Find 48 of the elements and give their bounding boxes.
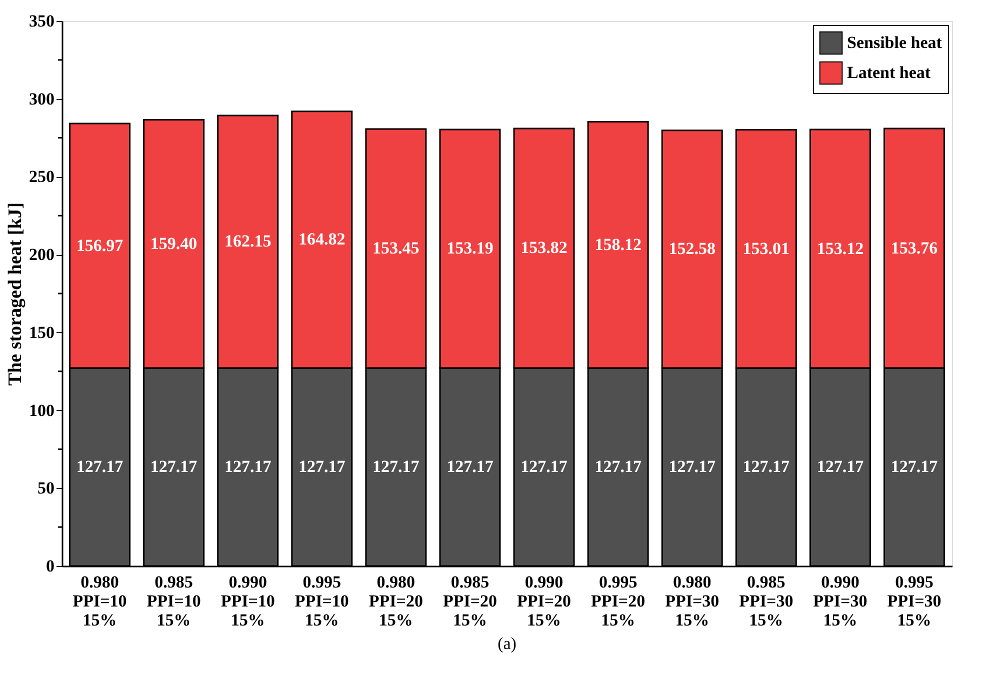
data-label: 162.15 — [224, 232, 272, 251]
x-tick-label: 0.980 PPI=20 15% — [368, 572, 423, 630]
data-label: 127.17 — [150, 456, 198, 476]
x-tick-label: 0.995 PPI=30 15% — [887, 572, 942, 630]
data-label: 153.45 — [372, 238, 420, 258]
data-label: 158.12 — [594, 234, 642, 254]
y-tick-label: 250 — [29, 167, 54, 186]
y-tick-label: 350 — [29, 12, 54, 30]
data-label: 127.17 — [76, 456, 124, 476]
data-label: 153.01 — [742, 238, 790, 258]
data-label: 127.17 — [668, 456, 716, 476]
x-tick-label: 0.990 PPI=30 15% — [813, 572, 868, 630]
y-tick-label: 50 — [38, 478, 54, 498]
data-label: 127.17 — [372, 456, 420, 476]
data-label: 127.17 — [816, 456, 864, 476]
data-label: 153.76 — [890, 238, 938, 258]
x-tick-label: 0.990 PPI=20 15% — [516, 572, 572, 630]
data-label: 127.17 — [890, 456, 938, 476]
data-label: 127.17 — [520, 456, 568, 476]
x-tick-label: 0.980 PPI=30 15% — [665, 572, 720, 630]
data-label: 164.82 — [298, 230, 346, 249]
data-label: 127.17 — [446, 456, 494, 476]
y-axis-title: The storaged heat [kJ] — [5, 202, 26, 386]
data-label: 127.17 — [224, 456, 272, 476]
y-tick-label: 300 — [29, 89, 54, 108]
data-label: 159.40 — [150, 234, 198, 253]
data-label: 152.58 — [668, 239, 716, 258]
y-tick-label: 150 — [29, 322, 54, 342]
legend-label: Sensible heat — [847, 33, 942, 52]
data-label: 153.19 — [446, 238, 494, 258]
data-label: 156.97 — [76, 236, 124, 255]
x-tick-label: 0.995 PPI=20 15% — [591, 572, 646, 630]
data-label: 127.17 — [594, 456, 642, 476]
x-tick-label: 0.985 PPI=20 15% — [442, 572, 498, 630]
x-tick-label: 0.995 PPI=10 15% — [294, 572, 349, 630]
data-label: 127.17 — [298, 456, 346, 476]
y-tick-label: 100 — [29, 400, 54, 420]
x-tick-label: 0.990 PPI=10 15% — [220, 572, 275, 630]
data-label: 153.82 — [520, 238, 568, 258]
y-tick-label: 200 — [29, 245, 54, 264]
x-tick-label: 0.985 PPI=30 15% — [739, 572, 794, 630]
x-tick-label: 0.980 PPI=10 15% — [72, 572, 127, 630]
text: (a) — [498, 634, 516, 653]
y-tick-label: 0 — [46, 556, 54, 576]
legend-label: Latent heat — [847, 63, 931, 82]
x-tick-label: 0.985 PPI=10 15% — [146, 572, 201, 630]
data-label: 153.12 — [816, 238, 864, 258]
data-label: 127.17 — [742, 456, 790, 476]
